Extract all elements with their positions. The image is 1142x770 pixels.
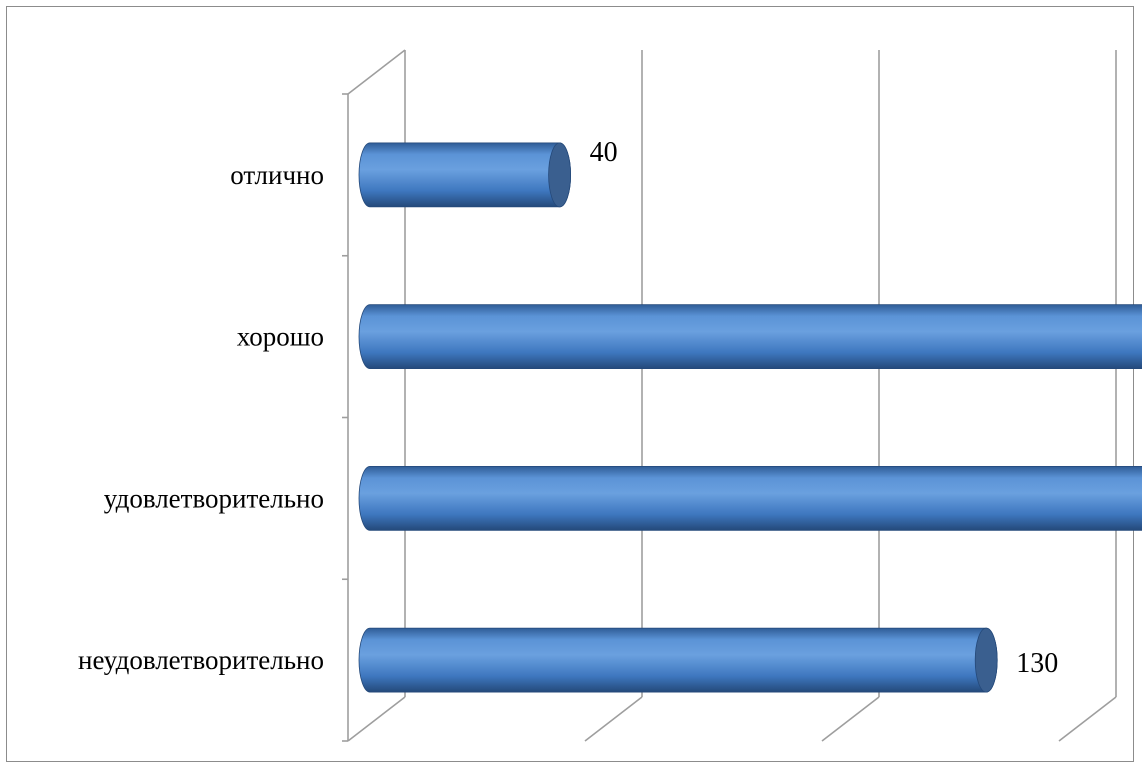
bar [358,627,998,693]
floor-gridline [821,696,880,742]
floor-gridline [584,696,643,742]
bar [358,304,1142,370]
side-wall-edge [347,49,406,95]
labels: отлично40хорошо249удовлетворительно288не… [78,137,1058,679]
data-label: 40 [590,137,618,168]
category-label: удовлетворительно [104,483,324,513]
data-label: 130 [1016,648,1058,679]
category-label: неудовлетворительно [78,645,324,675]
bar-end-cap [974,627,998,693]
category-label: отлично [230,160,324,190]
floor-gridline [347,696,406,742]
category-label: хорошо [237,322,324,352]
bar [358,465,1142,531]
bars [358,142,1142,693]
bar-end-cap [548,142,571,208]
category-axis [342,49,406,742]
bar [358,142,571,208]
floor-gridline [1058,696,1117,742]
